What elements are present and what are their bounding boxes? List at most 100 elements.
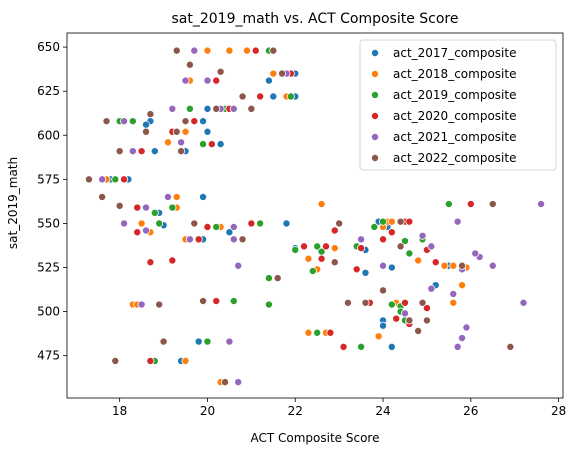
data-point: [357, 244, 366, 253]
data-point: [343, 298, 352, 307]
y-axis: 475 500 525 550 575 600 625 650: [37, 40, 67, 363]
data-point: [291, 245, 300, 254]
data-point: [229, 235, 238, 244]
data-point: [98, 175, 107, 184]
data-point: [111, 356, 120, 365]
data-point: [234, 261, 243, 270]
data-point: [216, 67, 225, 76]
data-point: [278, 69, 287, 78]
legend-marker: [370, 132, 379, 141]
x-axis: 18 20 22 24 26 28: [112, 398, 566, 418]
data-point: [400, 237, 409, 246]
legend-box: [359, 39, 557, 171]
data-point: [304, 328, 313, 337]
data-point: [264, 274, 273, 283]
data-point: [115, 201, 124, 210]
data-point: [142, 226, 151, 235]
data-point: [199, 117, 208, 126]
data-point: [379, 217, 388, 226]
data-point: [400, 298, 409, 307]
data-point: [120, 175, 129, 184]
data-point: [212, 104, 221, 113]
data-point: [221, 378, 230, 387]
data-point: [427, 284, 436, 293]
data-point: [247, 219, 256, 228]
data-point: [128, 117, 137, 126]
data-point: [330, 226, 339, 235]
data-point: [142, 203, 151, 212]
data-point: [120, 117, 129, 126]
data-point: [418, 298, 427, 307]
y-tick-label: 575: [37, 172, 60, 186]
data-point: [317, 200, 326, 209]
legend-marker: [370, 70, 379, 79]
data-point: [326, 328, 335, 337]
data-point: [308, 267, 317, 276]
data-point: [379, 235, 388, 244]
legend-label: act_2018_composite: [393, 67, 516, 81]
y-tick-label: 475: [37, 349, 60, 363]
data-point: [449, 289, 458, 298]
data-point: [216, 140, 225, 149]
data-point: [427, 242, 436, 251]
data-point: [374, 332, 383, 341]
data-point: [335, 219, 344, 228]
data-point: [300, 242, 309, 251]
data-point: [225, 46, 234, 55]
data-point: [357, 342, 366, 351]
data-point: [111, 175, 120, 184]
data-point: [133, 228, 142, 237]
data-point: [414, 326, 423, 335]
data-point: [181, 127, 190, 136]
data-point: [269, 46, 278, 55]
data-point: [537, 200, 546, 209]
y-axis-label: sat_2019_math: [6, 157, 20, 249]
data-point: [387, 228, 396, 237]
data-point: [212, 222, 221, 231]
data-point: [155, 300, 164, 309]
data-point: [190, 46, 199, 55]
x-tick-label: 22: [288, 404, 303, 418]
data-point: [177, 147, 186, 156]
data-point: [387, 300, 396, 309]
data-point: [98, 192, 107, 201]
data-point: [150, 147, 159, 156]
data-point: [181, 76, 190, 85]
data-point: [199, 192, 208, 201]
data-point: [137, 147, 146, 156]
data-point: [282, 219, 291, 228]
data-point: [422, 304, 431, 313]
data-point: [304, 254, 313, 263]
y-tick-label: 525: [37, 261, 60, 275]
data-point: [269, 92, 278, 101]
data-point: [400, 309, 409, 318]
data-point: [379, 321, 388, 330]
data-point: [229, 104, 238, 113]
data-point: [84, 175, 93, 184]
legend-marker: [370, 49, 379, 58]
data-point: [207, 140, 216, 149]
legend-label: act_2019_composite: [393, 88, 516, 102]
data-point: [185, 104, 194, 113]
data-point: [462, 323, 471, 332]
data-point: [185, 235, 194, 244]
data-point: [172, 127, 181, 136]
data-point: [168, 104, 177, 113]
data-point: [163, 192, 172, 201]
data-point: [190, 219, 199, 228]
data-point: [422, 316, 431, 325]
legend-label: act_2021_composite: [393, 130, 516, 144]
data-point: [181, 117, 190, 126]
data-point: [185, 60, 194, 69]
data-point: [370, 222, 379, 231]
data-point: [392, 314, 401, 323]
data-point: [234, 378, 243, 387]
data-point: [194, 337, 203, 346]
chart-title: sat_2019_math vs. ACT Composite Score: [172, 11, 459, 27]
y-tick-label: 650: [37, 40, 60, 54]
data-point: [458, 261, 467, 270]
data-point: [379, 261, 388, 270]
data-point: [449, 261, 458, 270]
data-point: [212, 297, 221, 306]
data-point: [225, 228, 234, 237]
